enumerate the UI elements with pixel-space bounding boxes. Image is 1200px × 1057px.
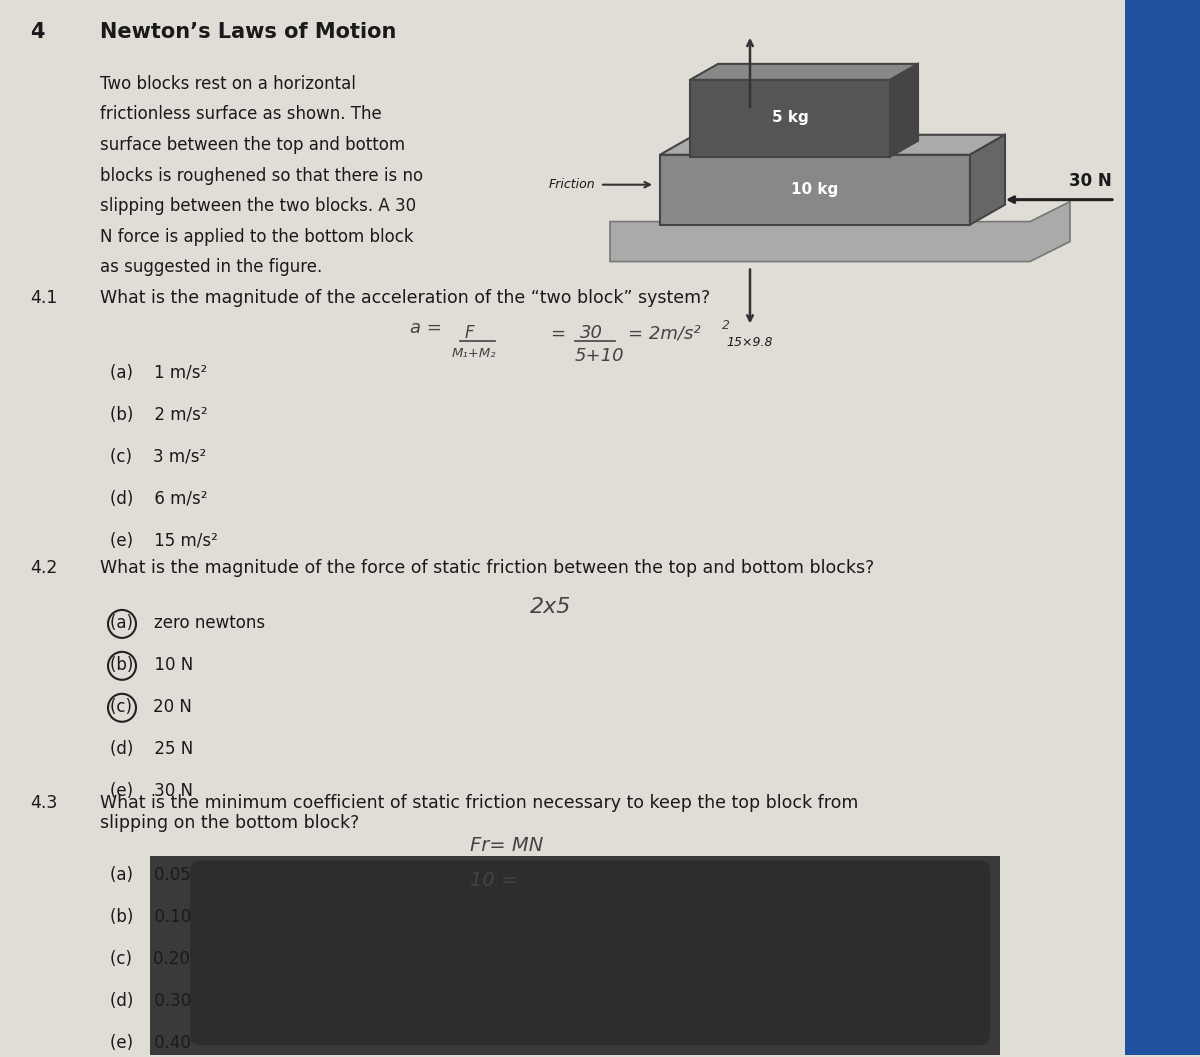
Text: (a)    1 m/s²: (a) 1 m/s² [110,365,208,383]
Text: What is the magnitude of the acceleration of the “two block” system?: What is the magnitude of the acceleratio… [100,290,710,308]
Polygon shape [890,63,918,156]
Polygon shape [150,855,1000,1055]
Text: 10 =: 10 = [470,871,517,890]
Text: 2: 2 [722,319,730,333]
Text: (c)    3 m/s²: (c) 3 m/s² [110,448,206,466]
Text: 2x5: 2x5 [530,597,571,617]
Text: (c)    20 N: (c) 20 N [110,698,192,716]
Text: (a)    0.05: (a) 0.05 [110,867,191,885]
Text: 30 N: 30 N [1069,171,1111,189]
Text: (b)    10 N: (b) 10 N [110,655,193,674]
Text: (d)    0.30: (d) 0.30 [110,993,191,1010]
Text: (e)    0.40: (e) 0.40 [110,1034,191,1052]
Text: 4: 4 [30,22,44,42]
Text: What is the magnitude of the force of static friction between the top and bottom: What is the magnitude of the force of st… [100,559,875,577]
Polygon shape [690,80,890,156]
Polygon shape [690,63,918,80]
Text: = 2m/s²: = 2m/s² [628,324,701,342]
Text: Fr= MN: Fr= MN [470,835,544,854]
Text: 30: 30 [580,324,604,342]
Text: (e)    30 N: (e) 30 N [110,781,193,800]
Polygon shape [1126,0,1200,1055]
Text: (b)    2 m/s²: (b) 2 m/s² [110,406,208,424]
Text: (d)    25 N: (d) 25 N [110,740,193,758]
Text: Two blocks rest on a horizontal
frictionless surface as shown. The
surface betwe: Two blocks rest on a horizontal friction… [100,75,424,277]
Text: Friction: Friction [548,179,595,191]
Text: 15×9.8: 15×9.8 [727,336,773,350]
Text: (b)    0.10: (b) 0.10 [110,908,191,926]
Text: 4.2: 4.2 [30,559,58,577]
Text: 10 kg: 10 kg [791,182,839,198]
Text: 5 kg: 5 kg [772,110,809,126]
Polygon shape [660,134,1006,154]
Polygon shape [610,202,1070,261]
Text: (a)    zero newtons: (a) zero newtons [110,614,265,632]
Text: =: = [550,324,565,342]
Text: 5+10: 5+10 [575,348,625,366]
FancyBboxPatch shape [190,860,990,1045]
Text: Newton’s Laws of Motion: Newton’s Laws of Motion [100,22,396,42]
Polygon shape [970,134,1006,224]
Text: F: F [466,324,475,342]
Text: M₁+M₂: M₁+M₂ [452,348,497,360]
Text: (e)    15 m/s²: (e) 15 m/s² [110,532,218,550]
Text: (d)    6 m/s²: (d) 6 m/s² [110,490,208,508]
Text: 4.3: 4.3 [30,794,58,812]
Text: 4.1: 4.1 [30,290,58,308]
Text: What is the minimum coefficient of static friction necessary to keep the top blo: What is the minimum coefficient of stati… [100,794,858,833]
Text: (c)    0.20: (c) 0.20 [110,950,190,968]
Text: a =: a = [410,319,442,337]
Polygon shape [660,154,970,224]
